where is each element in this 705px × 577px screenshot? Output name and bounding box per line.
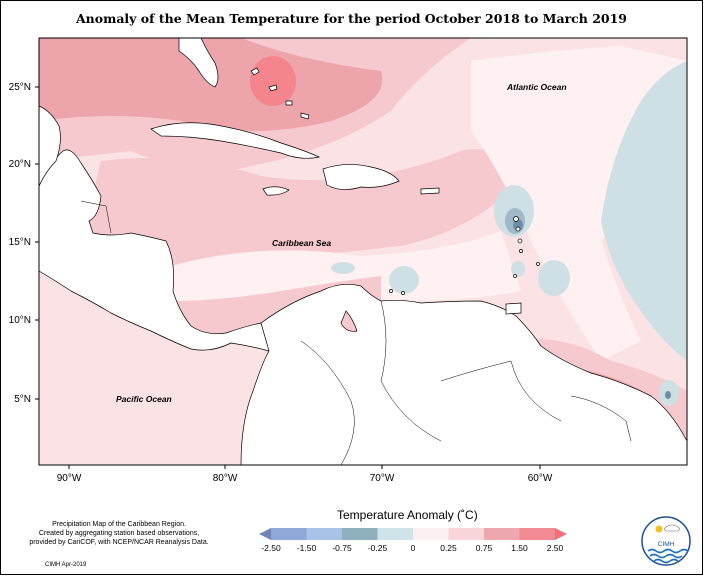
lat-label-10: 10°N bbox=[9, 315, 31, 326]
land-curacao bbox=[401, 291, 405, 295]
land-barbados bbox=[536, 262, 540, 266]
country-borders bbox=[80, 200, 632, 465]
land-puerto-rico bbox=[420, 187, 440, 195]
legend-title: Temperature Anomaly (˚C) bbox=[337, 508, 478, 522]
map-title: Anomaly of the Mean Temperature for the … bbox=[75, 11, 628, 26]
lon-label-60: 60°W bbox=[528, 473, 553, 484]
land-hispaniola bbox=[322, 164, 400, 190]
warm-spot-bahamas bbox=[250, 56, 296, 106]
land-yucatan bbox=[39, 38, 61, 187]
credit-line-2: Created by aggregating station based obs… bbox=[38, 530, 200, 537]
cool-spot-barbados bbox=[538, 260, 570, 296]
land-dominica bbox=[515, 226, 521, 232]
label-atlantic-ocean: Atlantic Ocean bbox=[506, 82, 567, 92]
land-florida bbox=[178, 38, 219, 88]
land-guadeloupe bbox=[513, 216, 519, 222]
cool-spot-antilles-core bbox=[513, 219, 523, 231]
land-bahamas bbox=[250, 67, 310, 120]
land-martinique bbox=[517, 238, 523, 244]
lat-ticks bbox=[35, 86, 39, 400]
lon-label-90: 90°W bbox=[57, 473, 82, 484]
land-st-lucia bbox=[519, 249, 523, 253]
credit-line-3: provided by CariCOF, with NCEP/NCAR Rean… bbox=[29, 539, 209, 546]
sun-icon bbox=[655, 525, 663, 533]
map-border bbox=[38, 37, 688, 466]
cool-spot-curacao bbox=[389, 266, 419, 294]
land-lake-maracaibo bbox=[340, 310, 358, 332]
credit-line-1: Precipitation Map of the Caribbean Regio… bbox=[52, 521, 186, 528]
lat-label-5: 5°N bbox=[14, 394, 31, 405]
land-grenada bbox=[513, 274, 517, 278]
credit-text: Precipitation Map of the Caribbean Regio… bbox=[19, 520, 219, 547]
logo-text: CIMH bbox=[658, 541, 675, 548]
date-stamp: CIMH Apr-2019 bbox=[45, 562, 87, 568]
lat-label-20: 20°N bbox=[9, 159, 31, 170]
land-cuba bbox=[150, 122, 321, 159]
lon-label-70: 70°W bbox=[370, 473, 395, 484]
cloud-icon bbox=[664, 524, 680, 532]
wave-icon bbox=[647, 548, 689, 554]
land-trinidad bbox=[505, 302, 522, 315]
label-caribbean-sea: Caribbean Sea bbox=[272, 238, 331, 248]
cimh-logo: CIMH bbox=[641, 516, 691, 566]
land-aruba bbox=[389, 289, 393, 293]
lat-label-25: 25°N bbox=[9, 82, 31, 93]
cool-zone-atlantic bbox=[601, 61, 687, 361]
land-masses bbox=[39, 38, 687, 465]
lon-ticks bbox=[68, 465, 541, 469]
cool-spot-guiana-core bbox=[665, 391, 671, 399]
lon-label-80: 80°W bbox=[213, 473, 238, 484]
land-jamaica bbox=[262, 186, 290, 196]
land-central-america bbox=[39, 149, 270, 352]
lat-label-15: 15°N bbox=[9, 237, 31, 248]
cool-spot-caribbean bbox=[331, 262, 355, 274]
cool-spot-windward bbox=[511, 261, 525, 277]
label-pacific-ocean: Pacific Ocean bbox=[116, 394, 172, 404]
